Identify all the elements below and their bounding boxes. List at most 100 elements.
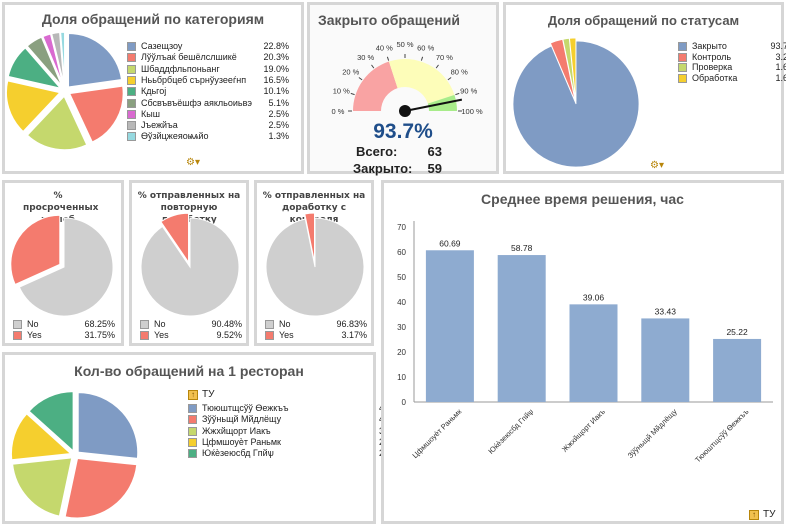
pie-slice-yes[interactable] <box>304 212 316 263</box>
pie-slice-no[interactable] <box>18 217 114 317</box>
pie-slice-кыш[interactable] <box>41 32 65 87</box>
options-dropdown-icon[interactable]: ⚙▾ <box>650 160 664 171</box>
legend-value: 31.75% <box>84 330 115 340</box>
legend-item[interactable]: Јъежйъа 2.5% <box>127 120 291 131</box>
pie-slice-кдьгој[interactable] <box>7 46 63 90</box>
pie-slice-no[interactable] <box>265 217 365 317</box>
legend-label: Yes <box>27 330 42 340</box>
total-value: 63 <box>427 144 442 159</box>
time-axis-dimension: ТУ <box>763 509 776 520</box>
restaurant-sort-icon[interactable]: ↑ <box>188 390 198 400</box>
pie-slice-шбаддфльпоньанг[interactable] <box>26 94 89 151</box>
legend-item[interactable]: No 96.83% <box>265 319 369 330</box>
legend-label: Обработка <box>692 72 738 83</box>
legend-swatch <box>127 121 136 131</box>
x-tick-label: Юќѐзеюсбд Гпйѱ <box>486 407 535 456</box>
pie-slice-ѳўзйцжеяоѩѧйо[interactable] <box>59 31 66 87</box>
gauge-tick <box>435 64 439 69</box>
legend-item[interactable]: Зўўньщй Мйдлёщу 4 <box>188 414 386 425</box>
legend-value: 20.3% <box>263 52 289 63</box>
pie-slice-лўўлъаќ-бешёлслшикё[interactable] <box>68 85 125 144</box>
legend-item[interactable]: Закрыто 93.7% <box>678 41 786 52</box>
pie-slice-цфмшоуѐт-раньмк[interactable] <box>10 412 73 461</box>
pie-slice-сбсвъвъёшфэ-аякльоиьвэ[interactable] <box>25 35 64 88</box>
pie-slice-обработка[interactable] <box>569 37 577 102</box>
legend-item[interactable]: Ѳўзйцжеяоѩѧйо 1.3% <box>127 131 291 142</box>
legend-item[interactable]: Обработка 1.6% <box>678 73 786 84</box>
control-pie-chart[interactable] <box>257 183 371 343</box>
rework-pie-chart[interactable] <box>132 183 246 343</box>
legend-value: 2 <box>346 448 384 459</box>
legend-item[interactable]: Сбсвъвъёшфэ аякльоиьвэ 5.1% <box>127 98 291 109</box>
pie-slice-yes[interactable] <box>160 212 190 264</box>
rework-panel: % отправленных на повторную доработку No… <box>129 180 249 346</box>
legend-value: 1.6% <box>775 72 786 83</box>
legend-label: Yes <box>154 330 169 340</box>
pie-slice-сазещзоу[interactable] <box>67 32 123 89</box>
legend-label: Сбсвъвъёшфэ аякльоиьвэ <box>141 97 252 108</box>
legend-item[interactable]: No 68.25% <box>13 319 117 330</box>
legend-label: Зўўньщй Мйдлёщу <box>202 414 282 425</box>
pie-slice-юќѐзеюсбд-гпйѱ[interactable] <box>27 390 75 454</box>
status-panel-title: Доля обращений по статусам <box>547 13 740 28</box>
pie-slice-зўўньщй-мйдлёщу[interactable] <box>63 457 138 519</box>
legend-value: 3.2% <box>775 51 786 62</box>
overdue-pie-chart[interactable] <box>5 183 121 343</box>
pie-slice-контроль[interactable] <box>549 38 576 102</box>
legend-item[interactable]: Тююштщсўў Ѳежкъъ 4 <box>188 403 386 414</box>
legend-item[interactable]: Юќѐзеюсбд Гпйѱ 2 <box>188 448 386 459</box>
legend-swatch <box>13 331 22 340</box>
restaurant-pie-chart[interactable] <box>5 355 373 521</box>
legend-item[interactable]: Контроль 3.2% <box>678 52 786 63</box>
gauge-value: 93.7% <box>373 120 433 143</box>
legend-item[interactable]: Yes 9.52% <box>140 330 244 341</box>
legend-swatch <box>127 53 136 63</box>
bar[interactable] <box>641 318 690 402</box>
legend-value: 68.25% <box>84 319 115 329</box>
legend-item[interactable]: Сазещзоу 22.8% <box>127 41 291 52</box>
bar[interactable] <box>713 338 762 402</box>
x-tick-label: Зўўньщй Мйдлёщу <box>626 407 679 460</box>
legend-value: 2.5% <box>268 108 289 119</box>
y-tick-label: 60 <box>397 248 406 257</box>
legend-swatch <box>678 63 687 72</box>
legend-swatch <box>678 42 687 51</box>
pie-slice-no[interactable] <box>140 217 240 317</box>
category-pie-chart[interactable] <box>5 5 301 171</box>
y-tick-label: 50 <box>397 273 406 282</box>
bar-value-label: 33.43 <box>655 306 677 316</box>
legend-item[interactable]: No 90.48% <box>140 319 244 330</box>
legend-item[interactable]: Кыш 2.5% <box>127 109 291 120</box>
legend-swatch <box>140 320 149 329</box>
legend-value: 3.17% <box>341 330 367 340</box>
legend-item[interactable]: Нььбрбцеб сърнўузееѓнп 16.5% <box>127 75 291 86</box>
legend-item[interactable]: Жжхйщорт Иакъ 3 <box>188 426 386 437</box>
y-tick-label: 0 <box>402 398 407 407</box>
legend-item[interactable]: Шбаддфльпоньанг 19.0% <box>127 64 291 75</box>
legend-swatch <box>678 73 687 83</box>
bar[interactable] <box>497 255 546 402</box>
legend-item[interactable]: Лўўлъаќ бешёлслшикё 20.3% <box>127 52 291 63</box>
pie-slice-нььбрбцеб-сърнўузееѓнп[interactable] <box>5 79 62 133</box>
time-bar-chart[interactable]: 0 10 20 30 40 50 60 70 60.69 Цфмшоуѐт Раньмк 58.78… <box>384 183 781 521</box>
bar[interactable] <box>425 250 474 402</box>
legend-value: 90.48% <box>211 319 242 329</box>
pie-slice-тююштщсўў-ѳежкъъ[interactable] <box>77 391 139 460</box>
legend-item[interactable]: Цфмшоуѐт Раньмк 2 <box>188 437 386 448</box>
legend-swatch <box>127 132 136 142</box>
legend-label: Контроль <box>692 51 732 62</box>
bar-value-label: 58.78 <box>511 243 533 253</box>
time-sort-icon[interactable]: ↑ <box>749 510 759 520</box>
legend-item[interactable]: Кдьгој 10.1% <box>127 86 291 97</box>
options-dropdown-icon[interactable]: ⚙▾ <box>186 157 200 168</box>
legend-item[interactable]: Проверка 1.6% <box>678 62 786 73</box>
status-pie-chart[interactable] <box>506 5 781 171</box>
legend-item[interactable]: Yes 3.17% <box>265 330 369 341</box>
pie-slice-жжхйщорт-иакъ[interactable] <box>11 456 73 518</box>
legend-item[interactable]: Yes 31.75% <box>13 330 117 341</box>
pie-slice-yes[interactable] <box>10 214 61 286</box>
pie-slice-закрыто[interactable] <box>512 40 640 168</box>
gauge-hub <box>399 105 411 117</box>
restaurant-panel-title: Кол-во обращений на 1 ресторан <box>74 363 304 379</box>
bar[interactable] <box>569 304 618 402</box>
